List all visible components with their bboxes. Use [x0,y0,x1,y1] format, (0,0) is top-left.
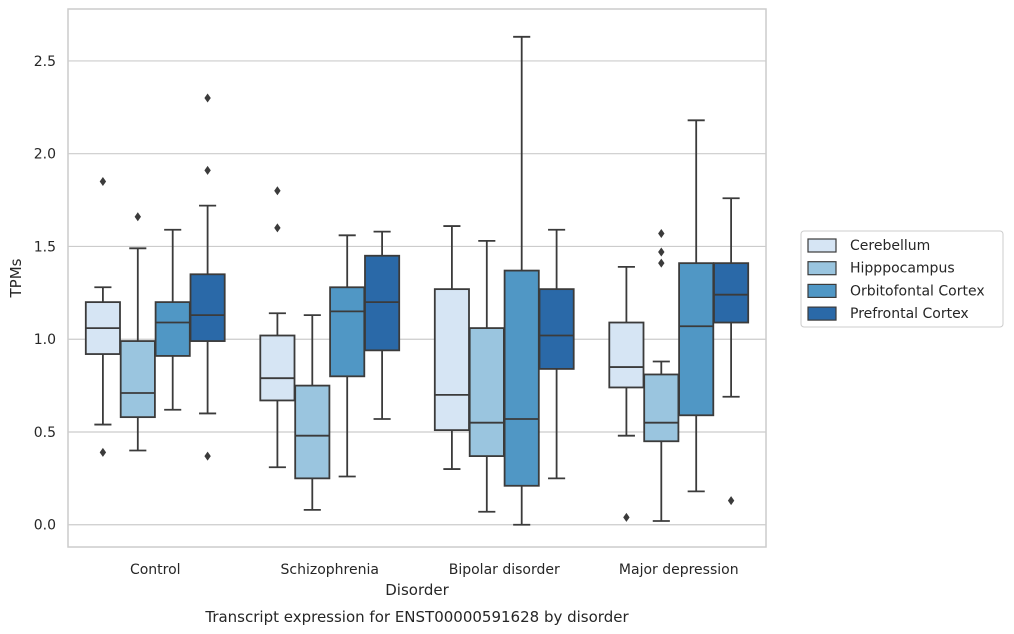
box-body [259,334,296,402]
outlier-point [134,212,141,222]
box-2-3 [678,119,715,493]
box-body [119,340,156,419]
legend-label: Cerebellum [850,238,930,254]
outlier-point [274,186,281,196]
box-2-1 [329,234,366,478]
box-body [468,327,505,457]
x-tick-label: Schizophrenia [281,562,379,578]
y-tick-labels: 0.0 0.5 1.0 1.5 2.0 2.5 [34,54,56,534]
box-body [503,269,540,487]
y-tick-label: 1.0 [34,332,56,348]
y-tick-label: 2.0 [34,147,56,163]
outlier-point [204,165,211,175]
y-tick-label: 1.5 [34,239,56,255]
box-1-3 [643,228,680,522]
y-axis-label: TPMs [7,258,25,298]
plot-frame [67,8,767,548]
box-body [189,273,226,342]
box-3-1 [364,230,401,420]
box-body [364,254,401,352]
box-1-0 [119,212,156,452]
x-tick-label: Control [130,562,181,578]
legend-swatch [807,261,837,276]
legend: Cerebellum Hipppocampus Orbitofontal Corte… [800,230,1004,328]
box-body [294,384,331,480]
box-body [643,373,680,443]
outlier-point [727,496,735,506]
y-tick-label: 0.0 [34,518,56,534]
x-tick-label: Bipolar disorder [449,562,560,578]
boxes-layer [84,35,750,526]
legend-swatch [807,306,837,321]
outlier-point [658,258,665,268]
box-2-0 [154,228,191,411]
box-body [678,262,715,417]
box-3-3 [713,197,750,506]
outlier-point [623,512,630,522]
legend-items: Cerebellum Hipppocampus Orbitofontal Corte… [807,238,985,322]
figure-caption: Transcript expression for ENST0000059162… [204,608,629,626]
box-body [608,321,645,389]
x-tick-label: Major depression [619,562,739,578]
x-tick-labels: Control Schizophrenia Bipolar disorder Majo… [130,562,739,578]
box-2-2 [503,35,540,526]
box-body [538,288,575,370]
outlier-point [99,177,107,187]
box-0-2 [433,225,470,470]
box-3-2 [538,228,575,480]
x-axis-label: Disorder [385,581,449,599]
box-body [329,286,366,378]
outlier-point [274,223,281,233]
outlier-point [658,247,665,257]
box-0-3 [608,265,645,522]
box-1-1 [294,314,331,511]
outlier-point [658,228,665,238]
legend-label: Hipppocampus [850,261,955,277]
outlier-point [204,93,211,103]
legend-swatch [807,283,837,298]
box-3-0 [189,93,226,461]
box-0-1 [259,186,296,469]
box-1-2 [468,239,505,513]
legend-frame [800,230,1004,328]
outlier-point [204,451,211,461]
legend-label: Prefrontal Cortex [850,306,969,322]
legend-label: Orbitofontal Cortex [850,283,985,299]
outlier-point [99,447,107,457]
box-body [154,301,191,357]
legend-swatch [807,238,837,253]
box-0-0 [84,177,121,457]
box-body [433,288,470,432]
box-body [713,262,750,324]
y-tick-label: 0.5 [34,425,56,441]
y-tick-label: 2.5 [34,54,56,70]
